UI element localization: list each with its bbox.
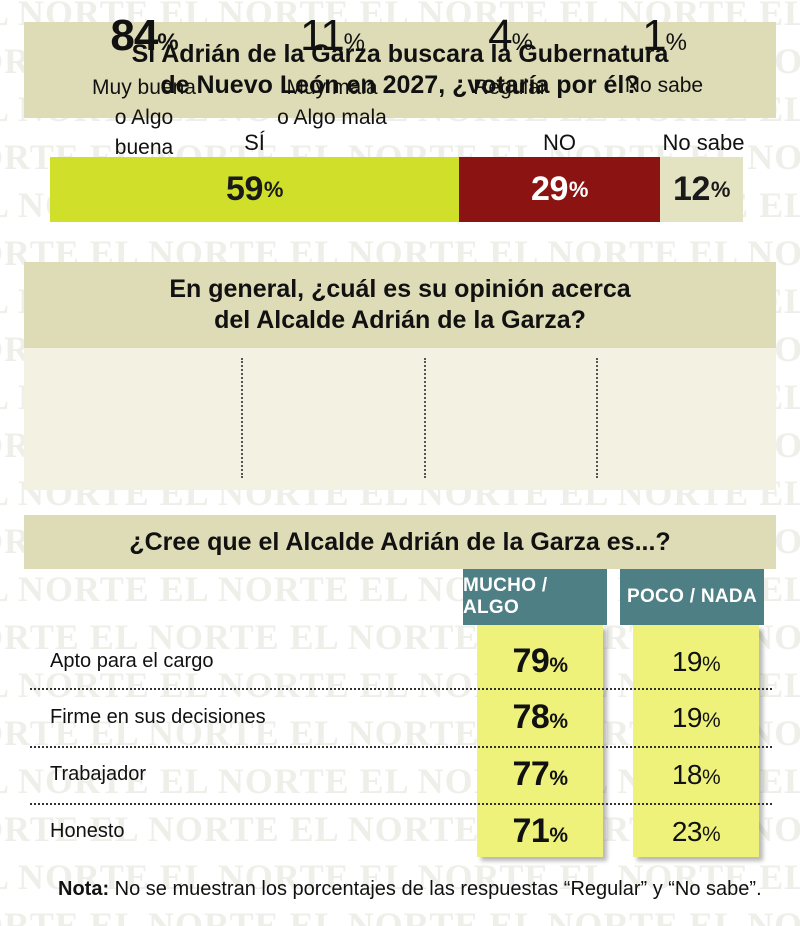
opinion-label: Regular [473, 76, 547, 99]
attribute-label: Honesto [50, 820, 125, 842]
opinion-label: Muy mala o Algo mala [277, 76, 387, 129]
opinion-label: No sabe [624, 74, 704, 97]
opinion-value: 1% [642, 11, 687, 60]
attribute-label: Apto para el cargo [50, 650, 214, 672]
opinion-value: 4% [488, 11, 533, 60]
vote-bar-segment-no: 29% [459, 157, 660, 222]
opinion-item-nosabe: 1% No sabe [606, 12, 722, 101]
opinion-label: Muy buena o Algo buena [92, 76, 196, 159]
vote-category-label-yes: SÍ [244, 130, 265, 155]
footnote-text: No se muestran los porcentajes de las re… [109, 878, 762, 900]
opinion-divider [241, 358, 243, 478]
row-divider [30, 688, 772, 690]
column-header-mucho-algo: MUCHO / ALGO [463, 569, 607, 625]
attribute-label: Firme en sus decisiones [50, 706, 266, 728]
vote-bar-segment-yes: 59% [50, 157, 459, 222]
opinion-divider [424, 358, 426, 478]
opinion-item-bad: 11% Muy mala o Algo mala [262, 12, 402, 133]
column-body-poco-nada [633, 625, 759, 857]
vote-value-label: 29 [531, 170, 568, 208]
mucho-algo-value: 77% [512, 755, 568, 793]
percent-sign: % [568, 176, 589, 202]
mucho-algo-value: 79% [512, 642, 568, 680]
vote-value-label: 12 [673, 170, 710, 208]
poco-nada-value: 23% [671, 816, 721, 847]
attribute-label: Trabajador [50, 763, 146, 785]
vote-category-label-nosabe: No sabe [662, 130, 745, 155]
percent-sign: % [263, 176, 284, 202]
column-header-poco-nada: POCO / NADA [620, 569, 764, 625]
opinion-value: 84% [110, 11, 178, 60]
attributes-question-title: ¿Cree que el Alcalde Adrián de la Garza … [129, 527, 671, 556]
poco-nada-value: 19% [671, 702, 721, 733]
opinion-value: 11% [299, 11, 365, 60]
percent-sign: % [710, 176, 731, 202]
poco-nada-value: 19% [671, 646, 721, 677]
vote-question-line1: Si Adrián de la Garza buscara la Guberna… [131, 40, 669, 68]
opinion-panel [24, 348, 776, 490]
mucho-algo-value: 78% [512, 698, 568, 736]
poco-nada-value: 18% [671, 759, 721, 790]
opinion-question-header: En general, ¿cuál es su opinión acerca d… [24, 262, 776, 348]
vote-category-label-no: NO [543, 130, 576, 155]
opinion-divider [596, 358, 598, 478]
row-divider [30, 746, 772, 748]
opinion-item-good: 84% Muy buena o Algo buena [84, 12, 204, 163]
vote-question-line2: de Nuevo León en 2027, ¿votaría por él? [160, 71, 640, 99]
vote-question-header: Si Adrián de la Garza buscara la Guberna… [24, 22, 776, 118]
opinion-item-regular: 4% Regular [450, 12, 570, 103]
footnote-label: Nota: [58, 878, 110, 900]
opinion-question-line1: En general, ¿cuál es su opinión acerca [169, 275, 631, 303]
column-body-mucho-algo [477, 625, 603, 857]
attributes-question-header: ¿Cree que el Alcalde Adrián de la Garza … [24, 515, 776, 569]
row-divider [30, 803, 772, 805]
vote-value-label: 59 [226, 170, 263, 208]
opinion-question-line2: del Alcalde Adrián de la Garza? [214, 306, 586, 334]
vote-bar-segment-nosabe: 12% [660, 157, 743, 222]
mucho-algo-value: 71% [512, 812, 568, 850]
footnote: Nota: No se muestran los porcentajes de … [58, 878, 762, 901]
